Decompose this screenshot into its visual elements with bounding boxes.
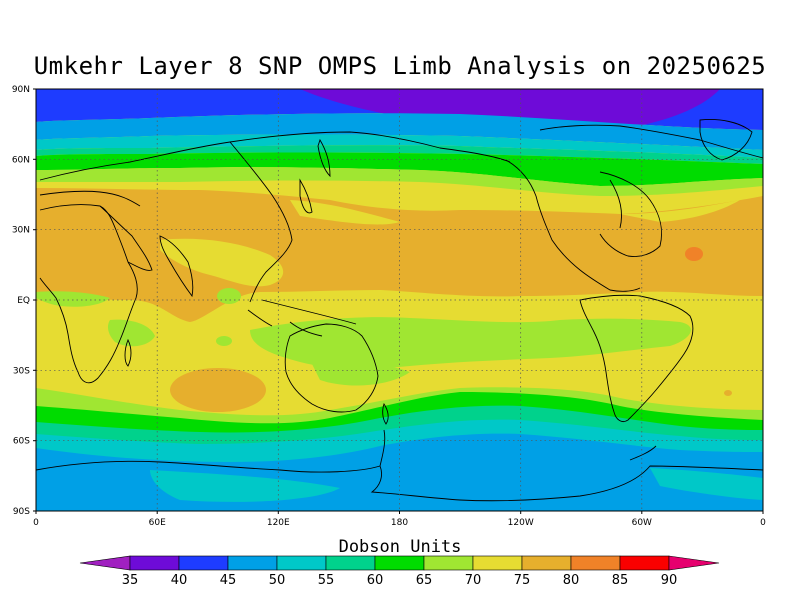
colorbar-tick-label: 85 <box>612 573 629 588</box>
band-50-55 <box>650 468 763 500</box>
band-75-80 <box>170 368 266 412</box>
peak-80-85 <box>685 247 703 261</box>
band-55-60 <box>36 145 763 164</box>
colorbar-swatch <box>325 555 376 571</box>
colorbar-tick-label: 45 <box>220 573 237 588</box>
band-75-80 <box>36 188 763 322</box>
lat-tick-label: 30N <box>12 226 30 236</box>
band-65-70 <box>36 291 110 307</box>
lat-tick-label: 60S <box>13 437 30 447</box>
colorbar-swatch <box>178 555 229 571</box>
lat-tick-label: 30S <box>13 366 30 376</box>
colorbar-tick-label: 65 <box>416 573 433 588</box>
band-35-40 <box>300 89 720 134</box>
lon-tick-label: 180 <box>391 518 408 528</box>
band-75-80 <box>724 390 732 396</box>
colorbar-tick-label: 50 <box>269 573 286 588</box>
band-65-70 <box>217 288 241 304</box>
lon-tick-label: 120E <box>267 518 290 528</box>
colorbar-tick-label: 55 <box>318 573 335 588</box>
colorbar-swatch <box>619 555 670 571</box>
colorbar-swatch <box>423 555 474 571</box>
lat-tick-label: 60N <box>12 155 30 165</box>
colorbar-swatch <box>521 555 572 571</box>
graticule <box>36 89 763 511</box>
colorbar-swatch <box>129 555 180 571</box>
band-60-65 <box>36 152 763 186</box>
lat-tick-label: 90S <box>13 507 30 517</box>
lon-tick-label: 120W <box>508 518 534 528</box>
colorbar-tick-label: 75 <box>514 573 531 588</box>
band-70-75-tropics <box>250 317 691 369</box>
page-title: Umkehr Layer 8 SNP OMPS Limb Analysis on… <box>33 52 767 80</box>
band-50-55 <box>150 470 340 502</box>
band-50-55 <box>36 134 763 158</box>
lon-tick-label: 60E <box>149 518 166 528</box>
band-65-70 <box>36 167 763 196</box>
colorbar-swatch <box>374 555 425 571</box>
colorbar-min-arrow <box>79 555 131 571</box>
lat-tick-label: 90N <box>12 85 30 95</box>
band-65-70 <box>216 336 232 346</box>
lon-tick-label: 0 <box>760 518 766 528</box>
colorbar-swatch <box>276 555 327 571</box>
axis-tick-marks <box>33 88 764 514</box>
colorbar-tick-label: 80 <box>563 573 580 588</box>
colorbar-swatch <box>227 555 278 571</box>
band-45-50 <box>36 113 763 150</box>
coastlines <box>36 119 763 502</box>
band-70-75 <box>620 200 740 222</box>
colorbar-tick-label: 35 <box>122 573 139 588</box>
band-70-75 <box>290 200 400 225</box>
colorbar-swatch <box>570 555 621 571</box>
colorbar: 35 40 45 50 55 60 65 70 75 80 85 90 <box>79 555 720 588</box>
band-65-70 <box>310 358 410 386</box>
lon-tick-label: 60W <box>632 518 652 528</box>
ozone-field <box>36 89 763 511</box>
colorbar-tick-label: 70 <box>465 573 482 588</box>
colorbar-tick-label: 60 <box>367 573 384 588</box>
colorbar-swatch <box>472 555 523 571</box>
colorbar-max-arrow <box>668 555 720 571</box>
colorbar-tick-label: 40 <box>171 573 188 588</box>
band-70-75 <box>160 238 284 287</box>
colorbar-tick-label: 90 <box>661 573 678 588</box>
lon-tick-label: 0 <box>33 518 39 528</box>
lat-tick-label: EQ <box>17 296 30 306</box>
units-label: Dobson Units <box>338 537 462 557</box>
